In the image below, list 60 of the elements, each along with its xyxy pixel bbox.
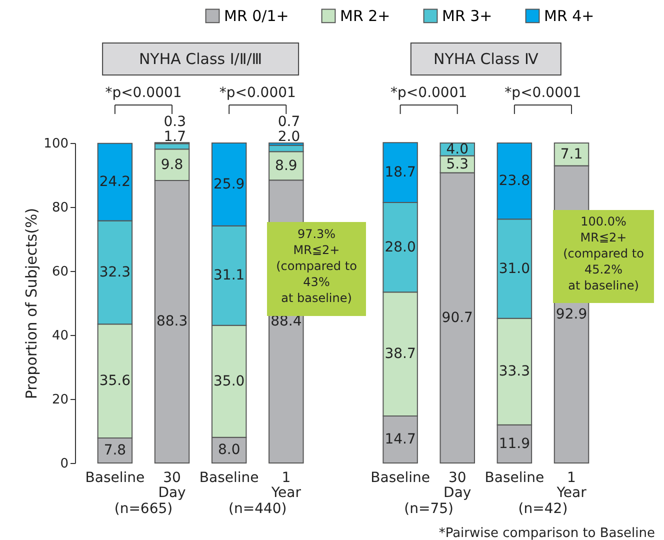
text: *Pairwise comparison to Baseline [438,526,655,540]
data-label: 2.0 [278,129,300,145]
text: (n=42) [518,501,568,517]
data-label: 24.2 [99,174,131,190]
data-label: 32.3 [99,264,131,280]
data-label: 1.7 [164,129,186,145]
text: NYHA Class Ⅳ [434,50,538,68]
legend-label: MR 3+ [442,6,492,25]
y-axis-title: Proportion of Subjects(%) [22,208,41,400]
legend-label: MR 2+ [340,6,390,25]
data-label: 23.8 [498,173,530,190]
data-label: 92.9 [556,306,588,322]
text: *p<0.0001 [105,85,182,101]
text: (n=440) [228,501,287,517]
x-tick-label: Baseline [484,470,544,486]
data-label: 4.0 [446,141,469,158]
text: (n=665) [114,501,173,517]
data-label: 5.3 [446,156,469,172]
x-tick-label: 30 Day [158,470,186,501]
data-label: 7.1 [560,146,583,162]
data-label: 7.8 [104,442,126,459]
data-label: 8.9 [275,158,298,174]
data-label: 35.6 [99,373,131,390]
x-tick-label: Baseline [85,470,145,486]
data-label: 14.7 [384,431,416,448]
x-tick-label: Baseline [370,470,430,486]
data-label: 11.9 [498,436,530,452]
data-label: 8.0 [218,442,240,458]
annotation: 97.3% MR≦2+ (compared to 43% at baseline) [276,227,357,305]
data-label: 33.3 [498,364,530,380]
data-label: 25.9 [214,176,245,192]
text: *p<0.0001 [219,85,296,101]
y-tick-label: 0 [60,456,68,472]
x-tick-label: 1 Year [270,470,302,501]
legend-label: MR 0/1+ [224,6,289,25]
data-label: 9.8 [160,156,184,173]
data-label: 88.3 [156,314,188,330]
data-label: 35.0 [214,373,245,390]
x-tick-label: Baseline [199,470,259,486]
data-label: 90.7 [442,310,473,326]
data-label: 31.0 [498,260,530,277]
y-tick-label: 60 [52,264,68,280]
data-label: 31.1 [214,268,245,284]
y-tick-label: 100 [44,136,68,152]
y-tick-label: 20 [52,392,68,408]
annotation: 100.0% MR≦2+ (compared to 45.2% at baseline) [563,214,644,292]
x-tick-label: 30 Day [444,470,472,501]
legend-label: MR 4+ [544,6,594,25]
x-tick-label: 1 Year [556,470,587,501]
y-tick-label: 80 [52,200,68,216]
data-label: 18.7 [384,164,416,181]
data-label: 0.3 [164,114,186,130]
text: *p<0.0001 [390,85,468,101]
data-label: 38.7 [384,346,416,362]
text: (n=75) [404,501,454,517]
text: NYHA Class Ⅰ/Ⅱ/Ⅲ [138,50,262,68]
text: *p<0.0001 [504,85,582,101]
y-tick-label: 40 [52,328,68,344]
data-label: 0.7 [278,114,300,130]
data-label: 28.0 [384,239,416,256]
